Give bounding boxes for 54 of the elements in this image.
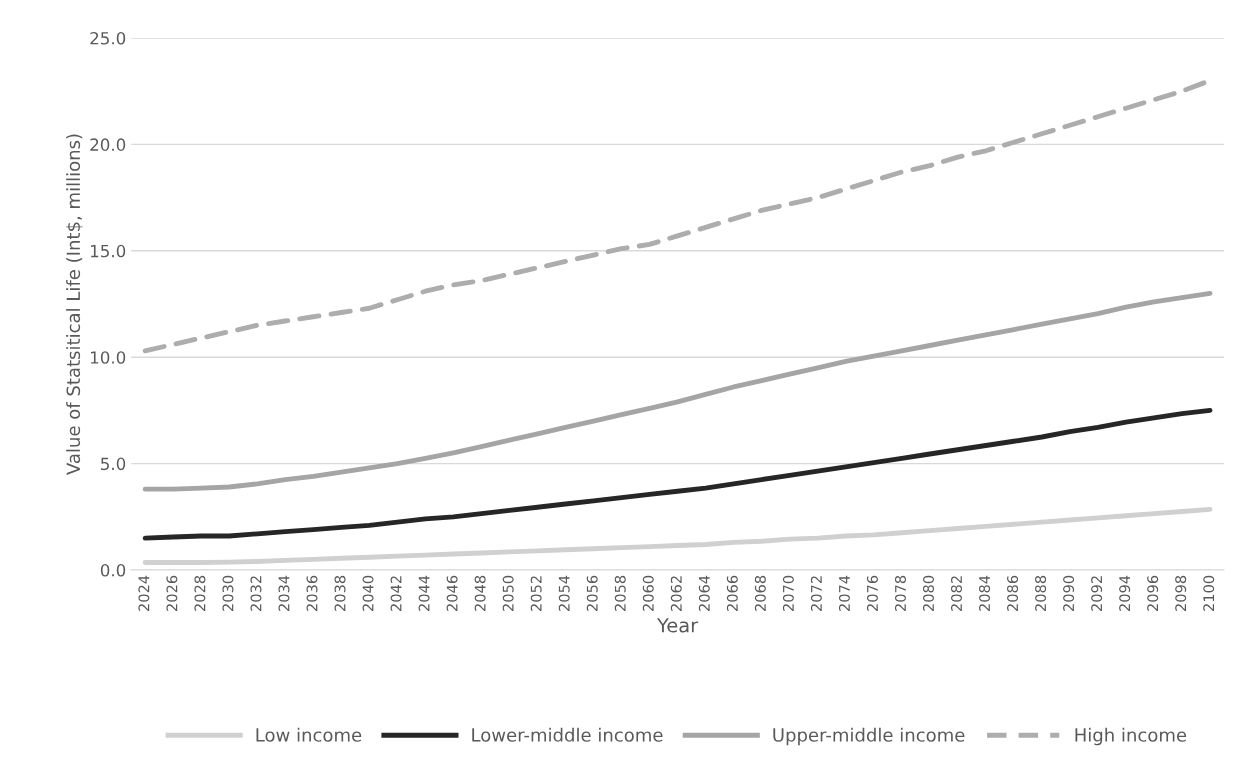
x-tick-label: 2042: [390, 576, 402, 611]
x-tick-label: 2084: [979, 575, 991, 611]
x-tick-label: 2032: [250, 576, 262, 611]
x-tick-label: 2082: [951, 576, 963, 611]
x-tick-label: 2096: [1147, 575, 1159, 611]
x-tick-label: 2034: [278, 575, 290, 611]
x-tick-label: 2044: [418, 575, 430, 611]
x-tick-label: 2038: [334, 575, 346, 611]
x-tick-label: 2092: [1091, 576, 1103, 611]
x-tick-label: 2070: [782, 575, 794, 611]
legend-label: Upper-middle income: [773, 727, 965, 746]
x-tick-label: 2040: [362, 575, 374, 611]
x-tick-label: 2052: [530, 576, 542, 611]
x-tick-label: 2054: [558, 575, 570, 611]
legend-label: Lower-middle income: [472, 727, 663, 742]
x-tick-label: 2062: [670, 576, 682, 611]
x-tick-label: 2026: [166, 575, 178, 611]
line-series: [142, 506, 1213, 565]
x-tick-label: 2094: [1119, 575, 1131, 611]
x-tick-label: 2060: [642, 575, 654, 611]
legend-label: Low income: [256, 727, 362, 742]
x-tick-label: 2088: [1035, 575, 1047, 611]
x-tick-label: 2090: [1063, 575, 1075, 611]
y-tick-label: 0.0: [100, 563, 126, 577]
x-tick-label: 2050: [502, 575, 514, 611]
x-tick-label: 2098: [1175, 575, 1187, 611]
y-tick-label: 25.0: [90, 31, 126, 45]
line-series: [142, 290, 1213, 492]
x-tick-label: 2058: [614, 575, 626, 611]
x-tick-label: 2046: [446, 575, 458, 611]
x-tick-label: 2076: [866, 575, 878, 611]
x-tick-label: 2066: [726, 575, 738, 611]
x-tick-label: 2024: [138, 575, 150, 611]
x-tick-label: 2056: [586, 575, 598, 611]
x-tick-label: 2086: [1007, 575, 1019, 611]
y-tick-label: 15.0: [91, 244, 126, 258]
y-axis-title: Value of Statsitical Life (Int$, millions): [66, 134, 83, 475]
line-series: [142, 407, 1213, 541]
legend-label: High income: [1075, 727, 1187, 746]
x-axis-title: Year: [656, 618, 699, 633]
y-tick-label: 5.0: [101, 457, 126, 471]
x-tick-label: 2030: [222, 575, 234, 611]
x-tick-label: 2100: [1203, 575, 1215, 611]
x-tick-label: 2080: [922, 575, 935, 611]
x-tick-label: 2072: [810, 576, 822, 611]
x-tick-label: 2078: [894, 575, 906, 611]
y-tick-label: 10.0: [91, 351, 126, 364]
x-tick-label: 2074: [838, 575, 850, 611]
x-tick-label: 2048: [474, 575, 486, 611]
x-tick-label: 2028: [194, 575, 206, 611]
x-tick-label: 2068: [754, 575, 766, 611]
x-tick-label: 2036: [306, 575, 318, 611]
y-tick-label: 20.0: [90, 138, 126, 151]
x-tick-label: 2064: [698, 575, 710, 611]
